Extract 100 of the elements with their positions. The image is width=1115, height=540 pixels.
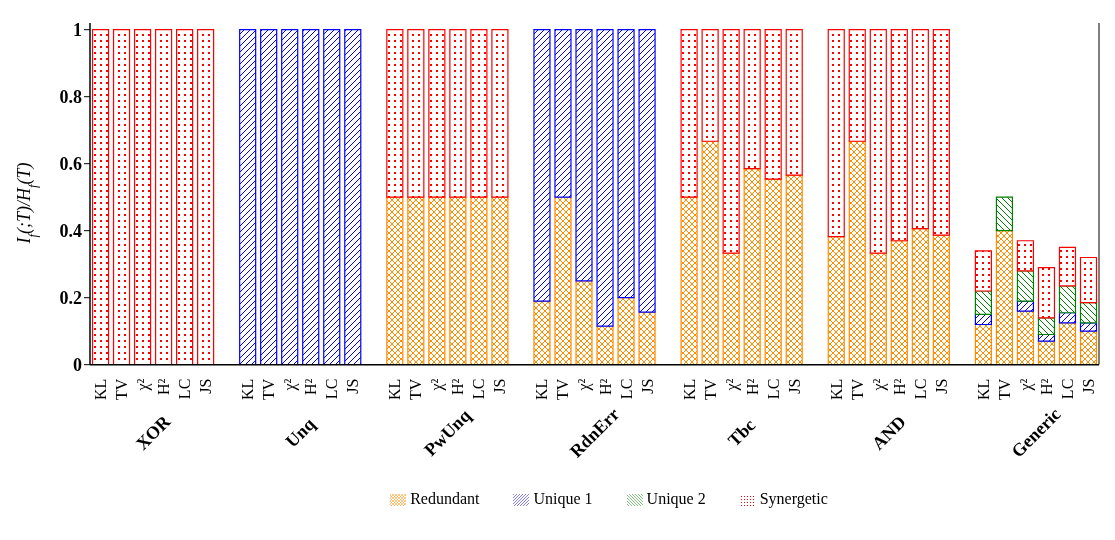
y-tick-label: 1	[73, 20, 82, 41]
bar	[638, 311, 656, 365]
bar	[449, 196, 467, 365]
text: Unq	[281, 413, 319, 452]
legend-label: Synergetic	[759, 489, 828, 507]
bar	[911, 29, 929, 230]
bar	[617, 297, 635, 365]
bar	[239, 29, 257, 365]
bar	[638, 29, 656, 313]
x-tick-label: H²	[890, 378, 908, 396]
y-tick-label: 0.6	[59, 154, 82, 175]
bar	[1058, 285, 1077, 314]
legend-label: Redundant	[410, 489, 480, 507]
bar	[911, 228, 929, 365]
bar	[1079, 330, 1098, 365]
bar	[1079, 322, 1098, 332]
bar	[785, 29, 803, 176]
bar	[449, 29, 467, 198]
bar	[470, 196, 488, 365]
bar	[743, 29, 761, 170]
bar	[890, 240, 908, 365]
bar	[470, 29, 488, 198]
bar	[407, 29, 425, 198]
bar	[932, 234, 950, 365]
bar	[197, 29, 215, 365]
y-tick-label: 0	[73, 355, 82, 376]
x-tick-label: JS	[197, 378, 215, 394]
x-tick-label: H²	[596, 378, 614, 396]
bar	[785, 174, 803, 365]
bar	[1079, 256, 1098, 304]
x-tick-label: χ²	[281, 378, 300, 392]
y-tick-label: 0.2	[59, 288, 82, 309]
bar	[260, 29, 278, 365]
bar	[386, 29, 404, 198]
x-tick-label: TV	[260, 378, 278, 400]
bar	[848, 29, 866, 142]
bar	[995, 196, 1014, 232]
bar	[575, 29, 593, 282]
bar	[596, 325, 614, 365]
bar	[344, 29, 362, 365]
bar	[1016, 240, 1035, 272]
x-tick-label: LC	[470, 378, 488, 400]
bar	[974, 323, 992, 365]
bar	[112, 29, 131, 365]
bar	[1079, 302, 1098, 324]
bar	[302, 29, 320, 365]
x-tick-label: TV	[848, 378, 866, 400]
bar	[554, 196, 572, 365]
bar	[491, 29, 509, 198]
x-tick-label: χ²	[428, 378, 447, 392]
bar	[722, 29, 740, 254]
bar	[974, 290, 992, 316]
x-tick-label: χ²	[722, 378, 741, 392]
bar	[995, 230, 1014, 365]
x-tick-label: JS	[344, 378, 362, 394]
bar	[764, 178, 782, 365]
bar	[869, 252, 887, 365]
bar	[827, 29, 845, 238]
legend-label: Unique 1	[533, 489, 593, 507]
bar	[722, 252, 740, 365]
bar	[743, 168, 761, 365]
bar	[1037, 266, 1056, 319]
x-tick-label: χ²	[134, 378, 153, 392]
x-tick-label: KL	[239, 378, 257, 400]
x-tick-label: χ²	[1016, 378, 1035, 392]
bar	[701, 140, 719, 365]
x-tick-label: KL	[92, 378, 110, 400]
x-tick-label: χ²	[869, 378, 888, 392]
x-tick-label: χ²	[575, 378, 594, 392]
y-tick-label: 0.8	[59, 87, 82, 108]
bar	[680, 196, 698, 365]
x-tick-label: KL	[533, 378, 551, 400]
x-tick-label: JS	[932, 378, 950, 394]
x-tick-label: TV	[701, 378, 719, 400]
bar	[491, 196, 509, 365]
x-tick-label: JS	[1079, 378, 1097, 394]
bar	[596, 29, 614, 327]
x-tick-label: H²	[449, 378, 467, 396]
x-tick-label: LC	[764, 378, 782, 400]
x-tick-label: KL	[386, 378, 404, 400]
bar	[932, 29, 950, 236]
bar	[680, 29, 698, 198]
x-tick-label: JS	[785, 378, 803, 394]
x-tick-label: TV	[554, 378, 572, 400]
x-tick-label: KL	[827, 378, 845, 400]
bar	[428, 196, 446, 365]
bar	[1058, 246, 1077, 287]
x-tick-label: KL	[680, 378, 698, 400]
bar	[533, 29, 551, 302]
bar	[428, 29, 446, 198]
x-tick-label: LC	[176, 378, 194, 400]
bar	[1016, 310, 1035, 365]
bar	[764, 29, 782, 180]
bar	[848, 140, 866, 365]
bar	[133, 29, 152, 365]
bar	[154, 29, 173, 365]
x-tick-label: H²	[1037, 378, 1055, 396]
x-tick-label: TV	[995, 378, 1013, 400]
bar	[869, 29, 887, 254]
bar	[701, 29, 719, 142]
